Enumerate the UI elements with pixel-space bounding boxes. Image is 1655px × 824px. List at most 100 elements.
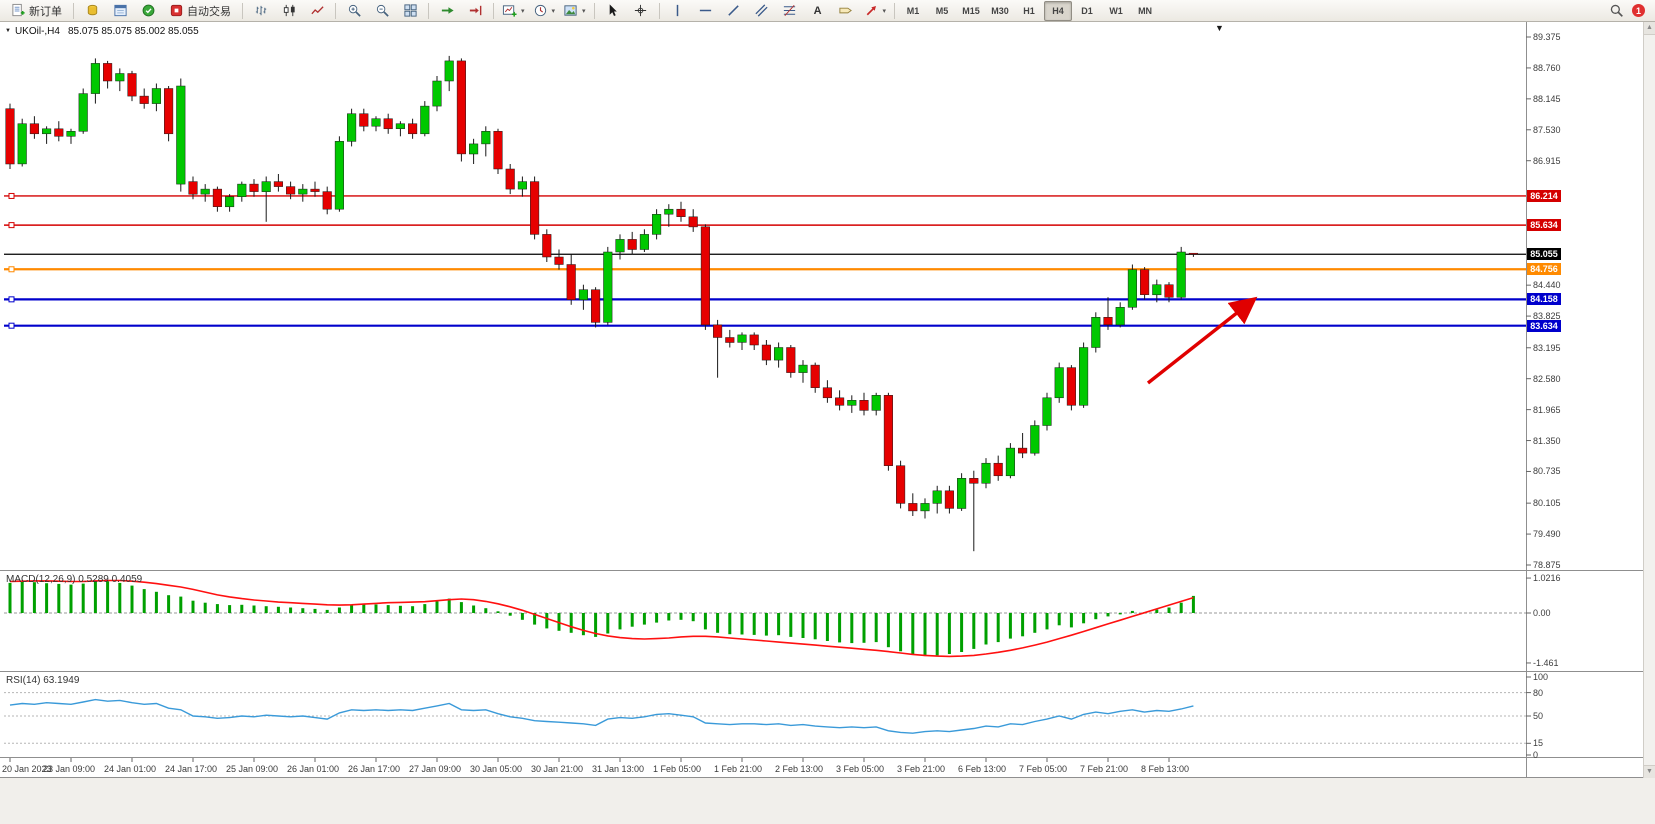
horizontal-line-icon (698, 3, 713, 18)
toolbar-separator (335, 2, 336, 19)
candlestick-series (5, 55, 1198, 552)
vertical-scrollbar[interactable]: ▲ ▼ (1643, 22, 1655, 778)
periods-button[interactable]: ▾ (529, 1, 560, 21)
chart-header: ▼ UKOil-,H4 85.075 85.075 85.002 85.055 (5, 26, 199, 37)
fibonacci-icon (782, 3, 797, 18)
arrows-button[interactable]: ▾ (860, 1, 891, 21)
line-chart-button[interactable] (303, 1, 331, 21)
one-click-trading-toggle[interactable]: ▼ (5, 28, 11, 34)
timeframe-button-h4[interactable]: H4 (1044, 0, 1073, 21)
cursor-button[interactable] (599, 1, 627, 21)
vertical-line-icon (670, 3, 685, 18)
market-watch-icon (85, 3, 100, 18)
toolbar-separator (493, 2, 494, 19)
timeframe-button-mn[interactable]: MN (1138, 5, 1153, 16)
text-button[interactable]: A (804, 1, 832, 21)
rsi-indicator (4, 692, 1526, 744)
toolbar-separator (242, 2, 243, 19)
toolbar-separator (658, 2, 660, 19)
macd-indicator (4, 579, 1526, 658)
rsi-label: RSI(14) 63.1949 (6, 675, 80, 686)
crosshair-icon (633, 3, 648, 18)
new-order-label: 新订单 (29, 5, 62, 18)
trendline-button[interactable] (720, 1, 748, 21)
search-button[interactable] (1602, 1, 1630, 21)
chart-shift-button[interactable] (461, 1, 489, 21)
auto-scroll-button[interactable] (433, 1, 461, 21)
macd-value-signal: 0.4059 (111, 574, 143, 585)
zoom-in-button[interactable] (340, 1, 368, 21)
symbol-period-label: UKOil-,H4 (14, 26, 60, 37)
toolbar-separator (428, 2, 429, 19)
new-chart-button[interactable]: ▾ (498, 1, 529, 21)
crosshair-button[interactable] (627, 1, 655, 21)
timeframe-button-m30[interactable]: M30 (991, 5, 1009, 16)
toolbar-separator (593, 2, 595, 19)
zoom-out-button[interactable] (368, 1, 396, 21)
macd-value-main: 0.5289 (78, 574, 109, 585)
market-watch-button[interactable] (78, 1, 106, 21)
chevron-down-icon: ▾ (521, 7, 525, 15)
chevron-down-icon: ▾ (551, 7, 556, 15)
bar-chart-button[interactable] (247, 1, 275, 21)
autotrade-button[interactable]: 自动交易 (162, 1, 238, 21)
chart-shift-icon (468, 3, 483, 18)
horizontal-line-button[interactable] (692, 1, 720, 21)
notification-badge[interactable]: 1 (1632, 4, 1645, 17)
tile-windows-icon (403, 3, 418, 18)
candlestick-chart-button[interactable] (275, 1, 303, 21)
data-window-icon (113, 3, 128, 18)
macd-label: MACD(12,26,9) 0.5289 0.4059 (6, 574, 142, 585)
scroll-down-arrow[interactable]: ▼ (1644, 765, 1655, 778)
new-order-icon (11, 3, 26, 18)
toolbar-separator (894, 2, 896, 19)
timeframe-button-m5[interactable]: M5 (935, 5, 949, 16)
autotrade-label: 自动交易 (187, 5, 231, 18)
navigator-icon (141, 3, 156, 18)
periods-clock-icon (533, 3, 548, 18)
trendline-icon (726, 3, 741, 18)
data-window-button[interactable] (106, 1, 134, 21)
trend-arrow-annotation[interactable] (1146, 296, 1258, 385)
label-icon (838, 3, 853, 18)
channel-icon (754, 3, 769, 18)
zoom-in-icon (347, 3, 362, 18)
timeframe-button-w1[interactable]: W1 (1109, 5, 1123, 16)
timeframe-group: M1 M5 M15 M30 H1 H4 D1 W1 MN (899, 0, 1159, 21)
line-anchor-handle[interactable] (8, 322, 15, 329)
toolbar-separator (73, 2, 74, 19)
bar-chart-icon (254, 3, 269, 18)
chart-shift-marker[interactable]: ▼ (1215, 23, 1224, 33)
templates-icon (563, 3, 578, 18)
line-anchor-handle[interactable] (8, 296, 15, 303)
cursor-icon (605, 3, 620, 18)
new-chart-icon (502, 3, 517, 18)
ohlc-label: 85.075 85.075 85.002 85.055 (67, 26, 199, 37)
timeframe-button-m1[interactable]: M1 (906, 5, 920, 16)
search-icon (1609, 3, 1624, 18)
line-chart-icon (310, 3, 325, 18)
line-anchor-handle[interactable] (8, 222, 15, 229)
vertical-line-button[interactable] (664, 1, 692, 21)
main-toolbar: 新订单 自动交易 ▾ ▾ ▾ A ▾ (0, 0, 1655, 22)
line-anchor-handle[interactable] (8, 266, 15, 273)
autotrade-icon (169, 3, 184, 18)
channel-button[interactable] (748, 1, 776, 21)
candlestick-icon (282, 3, 297, 18)
macd-name: MACD(12,26,9) (6, 574, 76, 585)
navigator-button[interactable] (134, 1, 162, 21)
templates-button[interactable]: ▾ (559, 1, 590, 21)
line-anchor-handle[interactable] (8, 192, 15, 199)
window-bottom-area (0, 778, 1655, 824)
timeframe-button-m15[interactable]: M15 (962, 5, 980, 16)
timeframe-button-h1[interactable]: H1 (1023, 5, 1035, 16)
tile-windows-button[interactable] (396, 1, 424, 21)
timeframe-button-d1[interactable]: D1 (1081, 5, 1093, 16)
fibonacci-button[interactable] (776, 1, 804, 21)
scroll-up-arrow[interactable]: ▲ (1644, 22, 1655, 35)
label-button[interactable] (832, 1, 860, 21)
chevron-down-icon: ▾ (582, 7, 586, 15)
new-order-button[interactable]: 新订单 (4, 1, 69, 21)
